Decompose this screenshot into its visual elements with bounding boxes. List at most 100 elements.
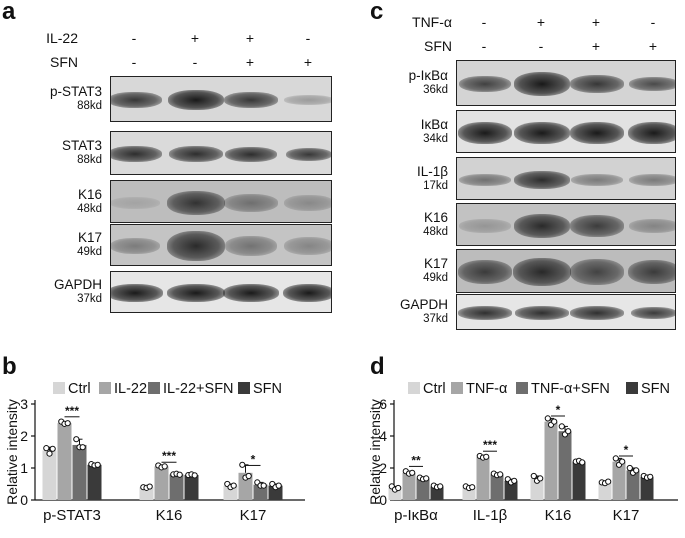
legend-label: Ctrl [68,381,91,397]
legend-swatch [408,382,420,394]
data-point [230,482,237,489]
significance-label: *** [483,438,497,452]
data-point [497,471,504,478]
panel-letter-b: b [2,353,17,380]
y-tick-label: 4 [379,428,387,444]
data-point [395,484,402,492]
bar [57,423,72,500]
bar [626,470,640,500]
data-point [94,461,101,468]
molecular-weight-label: 17kd [423,179,448,192]
molecular-weight-label: 88kd [77,100,102,112]
blot-strip [110,180,332,223]
treatment-sign: + [591,38,601,54]
legend-swatch [626,382,638,394]
panel-letter-c: c [370,0,384,25]
bar [223,485,238,500]
protein-band [284,237,331,255]
blot-strip [110,131,332,175]
data-point [423,475,430,482]
treatment-label: SFN [424,38,452,54]
x-tick-label: K17 [613,507,640,524]
protein-band [111,238,160,254]
protein-band [570,306,624,320]
bar [42,450,57,500]
data-point [239,461,246,468]
protein-label: STAT3 [61,138,102,153]
legend-swatch [148,382,160,394]
protein-band [286,147,331,161]
protein-band [570,75,624,93]
blot-strip [456,110,676,153]
data-point [437,483,444,490]
panel-letter-d: d [370,353,385,380]
bar [572,461,586,500]
treatment-sign: + [245,54,255,70]
x-tick-label: p-STAT3 [43,507,101,524]
blot-strip [456,294,676,330]
significance-label: * [624,443,629,457]
data-point [79,444,86,451]
protein-label: K17 [77,230,102,245]
data-point [544,415,551,422]
protein-band [631,307,675,319]
protein-band [514,213,570,238]
legend-swatch [516,382,528,394]
data-point [409,469,416,476]
data-point [260,482,267,489]
protein-band [459,76,511,92]
protein-band [515,306,569,320]
data-point [537,475,544,482]
bar [139,487,154,500]
treatment-sign: + [190,30,200,46]
protein-band [570,214,624,237]
data-point [619,458,626,465]
x-tick-label: p-IκBα [394,507,438,524]
treatment-sign: + [536,14,546,30]
treatment-label: TNF-α [412,14,452,30]
treatment-sign: + [591,14,601,30]
data-point [275,482,282,489]
data-point [647,473,654,480]
treatment-label: IL-22 [46,30,78,46]
data-point [469,484,476,491]
bar [402,472,416,500]
protein-label: K16 [77,186,102,202]
bar [640,476,654,500]
treatment-sign: - [481,38,487,54]
x-tick-label: K16 [156,507,183,524]
protein-band [167,231,225,261]
treatment-sign: - [538,38,544,54]
y-tick-label: 0 [379,492,387,508]
legend-label: TNF-α+SFN [531,381,610,397]
y-tick-label: 2 [379,460,387,476]
protein-label: K17 [423,256,448,271]
data-point [530,472,537,480]
protein-band [514,121,570,144]
protein-band [111,196,160,209]
protein-band [284,95,331,105]
bar [169,474,184,500]
protein-band [458,260,512,284]
protein-band [629,218,675,233]
treatment-sign: - [131,30,137,46]
bar [184,475,199,500]
x-tick-label: K16 [545,507,572,524]
data-point [176,471,183,478]
data-point [551,418,558,425]
protein-label: p-IκBα [408,68,448,83]
treatment-sign: - [305,30,311,46]
treatment-sign: + [245,30,255,46]
data-point [73,436,80,443]
data-point [146,483,153,490]
protein-band [168,90,224,110]
data-point [49,445,56,452]
legend-label: SFN [641,381,670,397]
data-point [511,477,518,484]
protein-label: IL-1β [416,163,448,179]
legend-swatch [53,382,65,394]
y-tick-label: 2 [20,428,28,444]
data-point [605,478,612,485]
protein-band [167,190,225,215]
molecular-weight-label: 36kd [423,84,448,96]
